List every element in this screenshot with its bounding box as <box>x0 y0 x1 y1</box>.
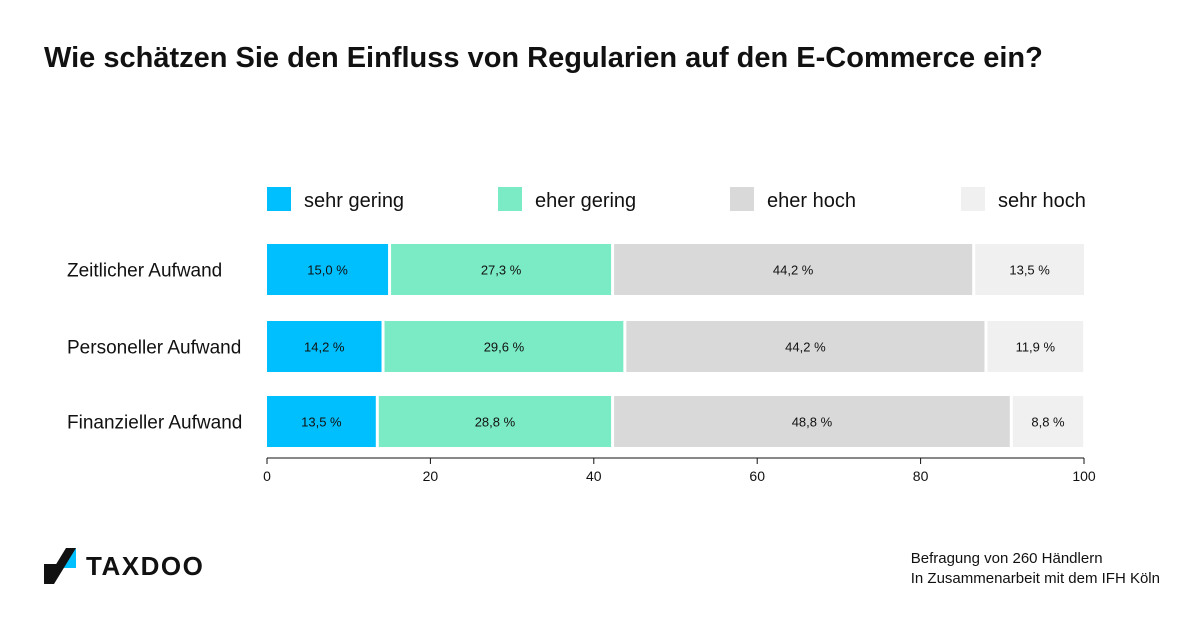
category-labels: Zeitlicher Aufwand Personeller Aufwand Fin… <box>67 261 242 434</box>
bar-row3-seg1 <box>267 396 376 447</box>
legend-swatch-1 <box>267 187 291 211</box>
x-tick-label-2: 20 <box>423 468 439 484</box>
bar-row3-seg4 <box>1012 396 1084 447</box>
legend-label-3: eher hoch <box>767 190 856 212</box>
x-axis: 0 20 40 60 80 100 <box>263 457 1096 484</box>
data-label-row2-seg1: 14,2 % <box>304 340 345 355</box>
legend-label-4: sehr hoch <box>998 190 1086 212</box>
stacked-bar-chart: sehr gering eher gering eher hoch sehr hoch… <box>67 187 1096 484</box>
data-label-row2-seg3: 44,2 % <box>785 340 826 355</box>
data-label-row3-seg2: 28,8 % <box>475 415 516 430</box>
x-tick-label-3: 40 <box>586 468 602 484</box>
taxdoo-logo: TAXDOO <box>44 548 204 584</box>
data-label-row3-seg1: 13,5 % <box>301 415 342 430</box>
taxdoo-logo-text: TAXDOO <box>86 550 205 581</box>
legend: sehr gering eher gering eher hoch sehr hoch <box>267 187 1086 212</box>
source-note: Befragung von 260 Händlern In Zusammenar… <box>911 549 1160 589</box>
x-tick-label-1: 0 <box>263 468 271 484</box>
data-label-row1-seg4: 13,5 % <box>1009 263 1050 278</box>
bar-row3-seg3 <box>614 396 1010 447</box>
category-label-3: Finanzieller Aufwand <box>67 413 242 434</box>
data-label-row1-seg2: 27,3 % <box>481 263 522 278</box>
legend-label-1: sehr gering <box>304 190 404 212</box>
data-label-row2-seg2: 29,6 % <box>484 340 525 355</box>
category-label-2: Personeller Aufwand <box>67 338 241 359</box>
data-label-row1-seg1: 15,0 % <box>307 263 348 278</box>
chart-title: Wie schätzen Sie den Einfluss von Regula… <box>44 42 1043 74</box>
source-note-line-1: Befragung von 260 Händlern <box>910 550 1103 567</box>
legend-label-2: eher gering <box>535 190 636 212</box>
data-label-row3-seg4: 8,8 % <box>1031 415 1065 430</box>
bar-row3-seg2 <box>378 396 612 447</box>
bar-row1-seg3 <box>614 244 973 295</box>
bars: 15,0 % 27,3 % 44,2 % 13,5 % 14,2 % 29,6 % 44,2… <box>267 244 1084 447</box>
bar-row2-seg4 <box>987 321 1084 372</box>
legend-swatch-4 <box>961 187 985 211</box>
x-tick-label-6: 100 <box>1072 468 1096 484</box>
bar-row1-seg4 <box>975 244 1084 295</box>
bar-row2-seg3 <box>626 321 985 372</box>
bar-row1-seg1 <box>267 244 389 295</box>
data-label-row2-seg4: 11,9 % <box>1016 340 1056 355</box>
category-label-1: Zeitlicher Aufwand <box>67 261 222 282</box>
bar-row2-seg1 <box>267 321 382 372</box>
bar-row1-seg2 <box>391 244 612 295</box>
x-tick-label-5: 80 <box>913 468 929 484</box>
taxdoo-logo-icon <box>44 548 76 584</box>
source-note-line-2: In Zusammenarbeit mit dem IFH Köln <box>910 570 1160 587</box>
bar-row2-seg2 <box>384 321 624 372</box>
legend-swatch-2 <box>498 187 522 211</box>
legend-swatch-3 <box>730 187 754 211</box>
x-tick-label-4: 60 <box>749 468 765 484</box>
data-label-row3-seg3: 48,8 % <box>792 415 833 430</box>
data-label-row1-seg3: 44,2 % <box>773 263 814 278</box>
